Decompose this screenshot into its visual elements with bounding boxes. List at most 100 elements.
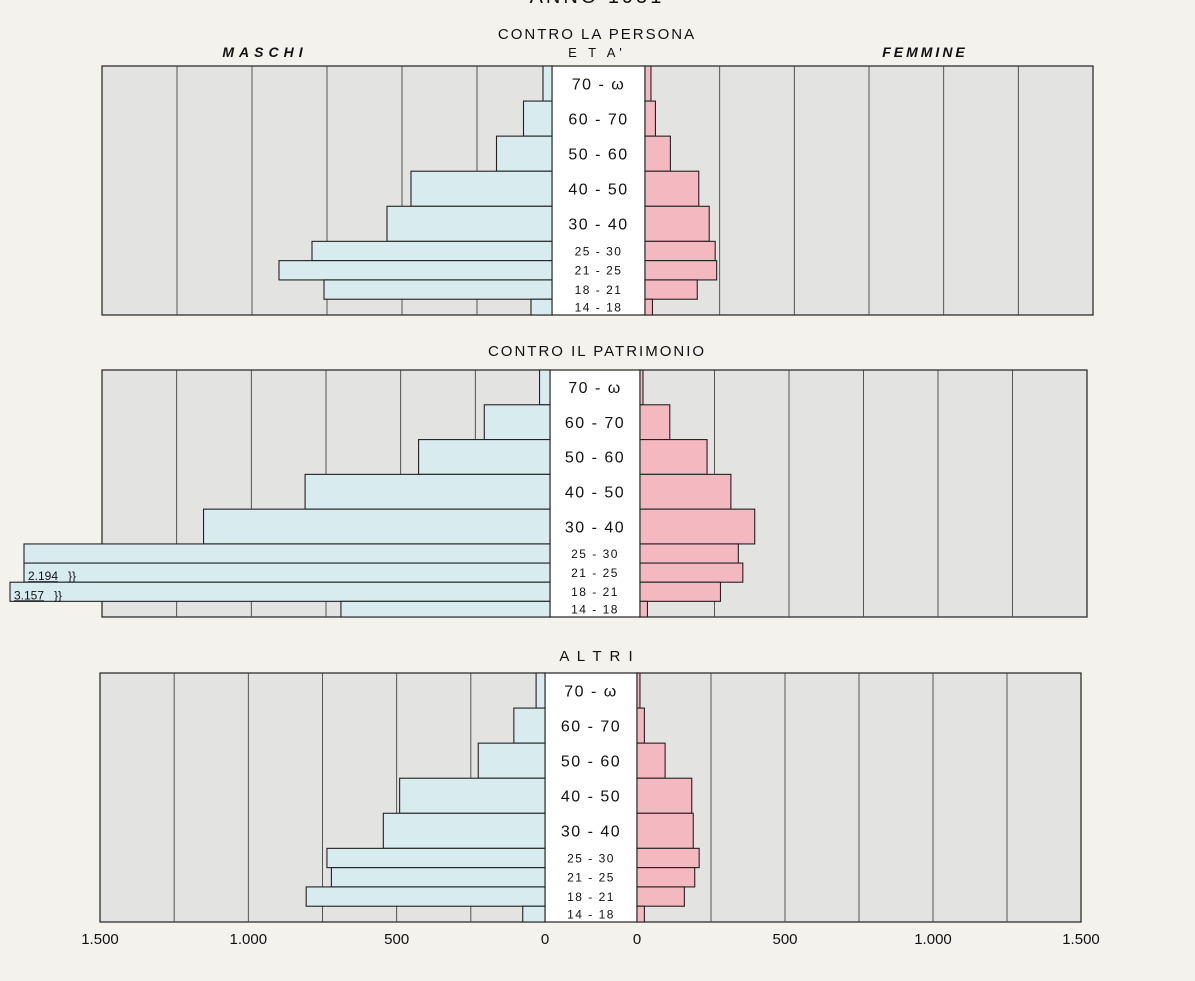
bar-male-60-70 [513, 707, 546, 744]
bar-female-25-30 [644, 240, 716, 262]
bar-female-18-21 [639, 581, 722, 602]
age-column [549, 369, 641, 618]
bar-male-25-30 [326, 847, 546, 869]
x-tick-label-female: 0 [633, 931, 641, 948]
bar-female-14-18 [639, 600, 648, 618]
age-group-label: 14 - 18 [571, 602, 619, 616]
bar-male-50-60 [495, 135, 553, 172]
age-group-label: 50 - 60 [568, 146, 628, 163]
bar-female-60-70 [636, 707, 645, 744]
bar-male-50-60 [418, 439, 551, 475]
age-group-label: 50 - 60 [561, 753, 621, 770]
bar-female-40-50 [636, 777, 693, 814]
panel-title: CONTRO LA PERSONA [498, 26, 696, 43]
age-group-label: 50 - 60 [565, 450, 625, 467]
bar-female-50-60 [636, 742, 666, 779]
bar-female-14-18 [636, 905, 645, 923]
age-group-label: 18 - 21 [575, 283, 623, 297]
bar-female-60-70 [639, 404, 671, 441]
age-group-label: 40 - 50 [565, 485, 625, 502]
age-group-label: 30 - 40 [568, 217, 628, 234]
age-group-label: 21 - 25 [567, 871, 615, 885]
x-tick-label-male: 500 [384, 931, 409, 948]
age-group-label: 60 - 70 [561, 718, 621, 735]
bar-female-70-ω [644, 65, 652, 102]
bar-male-60-70 [483, 404, 551, 441]
bar-male-18-21 [9, 581, 551, 602]
x-tick-label-female: 1.500 [1062, 931, 1100, 948]
bar-female-30-40 [639, 508, 756, 545]
bar-male-14-18 [530, 298, 553, 316]
age-group-label: 40 - 50 [561, 789, 621, 806]
panel-title: A L T R I [559, 648, 634, 665]
bar-male-30-40 [202, 508, 551, 545]
bar-female-21-25 [639, 562, 744, 583]
male-label: MASCHI [222, 44, 307, 60]
bar-female-70-ω [636, 672, 641, 709]
bar-male-60-70 [522, 100, 553, 137]
bar-male-70-ω [535, 672, 546, 709]
age-group-label: 30 - 40 [561, 824, 621, 841]
bar-female-18-21 [644, 279, 698, 300]
bar-female-14-18 [644, 298, 654, 316]
bar-male-40-50 [399, 777, 546, 814]
bar-male-21-25 [23, 562, 551, 583]
bar-female-25-30 [636, 847, 700, 869]
bar-female-40-50 [644, 170, 700, 207]
bar-male-30-40 [382, 812, 546, 849]
panel-title: CONTRO IL PATRIMONIO [488, 343, 706, 360]
age-group-label: 70 - ω [568, 380, 622, 397]
bar-female-30-40 [644, 205, 710, 242]
bar-male-18-21 [323, 279, 553, 300]
age-group-label: 40 - 50 [568, 182, 628, 199]
age-group-label: 60 - 70 [568, 111, 628, 128]
age-group-label: 18 - 21 [571, 585, 619, 599]
bar-female-70-ω [639, 369, 644, 406]
bar-male-70-ω [538, 369, 551, 406]
female-label: FEMMINE [882, 44, 968, 60]
age-group-label: 70 - ω [572, 76, 626, 93]
age-label: E T A' [568, 45, 626, 60]
bar-male-70-ω [542, 65, 553, 102]
bar-female-40-50 [639, 473, 732, 510]
bar-male-40-50 [304, 473, 551, 510]
bar-female-50-60 [644, 135, 671, 172]
age-group-label: 30 - 40 [565, 519, 625, 536]
bar-male-18-21 [305, 886, 546, 907]
bar-male-14-18 [340, 600, 551, 618]
age-group-label: 60 - 70 [565, 415, 625, 432]
bar-male-21-25 [330, 867, 546, 888]
age-column [551, 65, 646, 316]
break-mark: }} [68, 569, 76, 583]
age-group-label: 18 - 21 [567, 890, 615, 904]
bar-male-25-30 [311, 240, 553, 262]
age-group-label: 14 - 18 [575, 300, 623, 314]
age-group-label: 25 - 30 [567, 851, 615, 865]
bar-male-25-30 [23, 543, 551, 564]
bar-female-25-30 [639, 543, 739, 564]
age-group-label: 25 - 30 [575, 244, 623, 258]
bar-male-30-40 [386, 205, 553, 242]
x-tick-label-female: 1.000 [914, 931, 952, 948]
bar-female-50-60 [639, 439, 708, 475]
bar-male-50-60 [477, 742, 546, 779]
bar-value-label: 3.157 [14, 588, 44, 602]
x-tick-label-male: 1.000 [230, 931, 268, 948]
bar-female-30-40 [636, 812, 694, 849]
bar-female-21-25 [636, 867, 696, 888]
age-group-label: 25 - 30 [571, 547, 619, 561]
bar-male-40-50 [410, 170, 553, 207]
break-mark: }} [54, 588, 62, 602]
bar-male-14-18 [522, 905, 546, 923]
bar-male-21-25 [278, 260, 553, 281]
age-group-label: 21 - 25 [575, 264, 623, 278]
x-tick-label-female: 500 [772, 931, 797, 948]
x-tick-label-male: 0 [541, 931, 549, 948]
age-group-label: 21 - 25 [571, 566, 619, 580]
page-title: ANNO 1951 [530, 0, 665, 8]
x-tick-label-male: 1.500 [81, 931, 119, 948]
age-column [544, 672, 638, 923]
bar-female-18-21 [636, 886, 685, 907]
age-group-label: 14 - 18 [567, 907, 615, 921]
